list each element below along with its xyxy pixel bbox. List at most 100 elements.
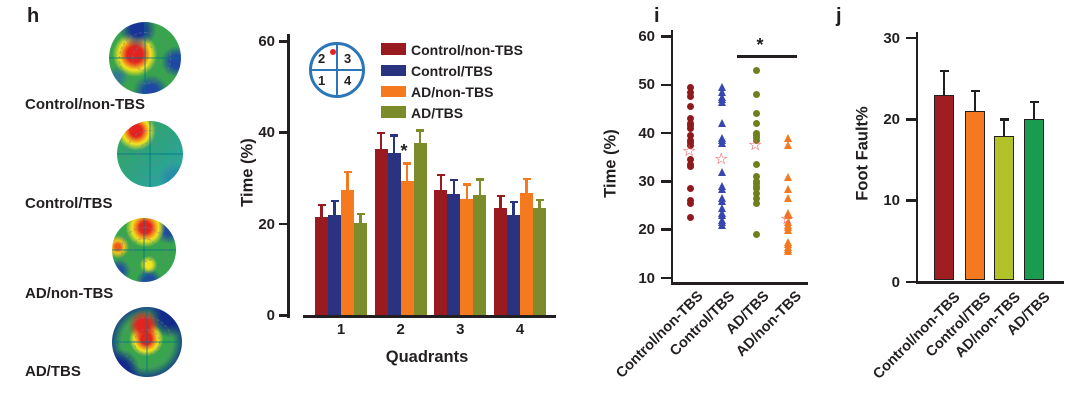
h-quadrant-inset: 2 3 1 4 — [309, 42, 365, 98]
h-x-tick-label: 4 — [515, 321, 525, 338]
error-bar-whisker — [499, 196, 502, 210]
heatmap-ring — [134, 329, 160, 355]
scatter-point-triangle — [717, 196, 726, 205]
scatter-point-circle — [686, 93, 694, 101]
bar-AD/non-TBS — [400, 180, 414, 316]
scatter-point-triangle — [783, 184, 792, 193]
bar-AD/non-TBS — [341, 189, 354, 316]
scatter-point-triangle — [783, 247, 792, 256]
scatter-point-circle — [752, 160, 760, 168]
error-bar-cap — [509, 201, 518, 204]
j-y-tick — [905, 280, 916, 284]
j-error-cap — [970, 89, 980, 93]
i-y-tick — [660, 276, 671, 280]
h-x-tick-label: 3 — [456, 321, 465, 338]
j-error-whisker — [942, 70, 946, 96]
i-y-axis — [670, 30, 673, 284]
j-error-cap — [1029, 100, 1039, 103]
heatmap-ring — [126, 130, 174, 178]
scatter-point-circle — [686, 103, 694, 111]
i-y-tick — [660, 83, 671, 87]
error-bar-cap — [317, 203, 326, 207]
h-y-tick — [279, 40, 287, 43]
legend-swatch — [381, 106, 406, 118]
mean-star-marker: ☆ — [780, 211, 795, 229]
mean-star-marker: ☆ — [682, 143, 697, 161]
scatter-point-circle — [686, 124, 694, 132]
error-bar-whisker — [525, 178, 528, 194]
scatter-point-triangle — [717, 167, 726, 176]
heatmap-AD/TBS — [112, 307, 182, 377]
bar-AD/TBS — [413, 143, 427, 316]
h-y-tick — [279, 314, 287, 317]
inset-quadrant-number: 1 — [318, 73, 326, 88]
j-y-tick-label: 10 — [883, 192, 900, 210]
heatmap-AD/non-TBS — [112, 218, 176, 282]
error-bar-whisker — [393, 135, 396, 155]
scatter-point-circle — [752, 136, 760, 144]
i-y-tick-label: 10 — [638, 269, 655, 287]
j-y-axis — [915, 32, 918, 284]
error-bar-whisker — [346, 172, 349, 191]
scatter-point-circle — [686, 156, 694, 164]
panel-letter-h: h — [27, 5, 40, 27]
heatmap-label: Control/TBS — [25, 195, 113, 212]
legend-label: AD/TBS — [411, 104, 464, 121]
bar-Control/non-TBS — [374, 148, 388, 316]
error-bar-whisker — [320, 204, 323, 219]
j-y-tick — [905, 36, 916, 40]
mean-star-marker: ☆ — [714, 150, 729, 168]
scatter-point-circle — [686, 199, 694, 207]
bar-Control/TBS — [328, 214, 341, 316]
bar-AD/non-TBS — [520, 193, 533, 316]
scatter-point-circle — [752, 231, 760, 239]
i-y-tick-label: 60 — [638, 28, 655, 45]
error-bar-whisker — [465, 184, 468, 200]
scatter-point-triangle — [783, 225, 792, 234]
error-bar-cap — [356, 213, 365, 216]
inset-quadrant-number: 3 — [344, 51, 352, 66]
bar-Control/TBS — [507, 214, 520, 316]
j-error-whisker — [1002, 119, 1006, 137]
heatmap-Control/TBS — [117, 121, 183, 187]
h-y-tick-label: 0 — [266, 307, 275, 324]
inset-cross-h — [312, 68, 362, 72]
scatter-point-triangle — [717, 220, 726, 229]
legend-swatch — [381, 43, 406, 55]
heatmap-label: AD/TBS — [25, 363, 81, 380]
bar-Control/TBS — [965, 111, 985, 281]
error-bar-cap — [522, 177, 531, 181]
h-y-tick — [279, 131, 287, 134]
error-bar-cap — [377, 132, 386, 135]
legend-swatch — [381, 85, 406, 98]
error-bar-cap — [496, 195, 505, 198]
i-y-axis-title: Time (%) — [601, 129, 620, 198]
j-y-tick-label: 30 — [883, 29, 900, 47]
scatter-point-triangle — [717, 83, 726, 92]
j-y-tick-label: 20 — [883, 110, 900, 128]
mean-star-marker: ☆ — [748, 137, 763, 155]
i-y-tick — [660, 35, 671, 38]
error-bar-cap — [330, 199, 339, 202]
scatter-point-circle — [752, 90, 760, 98]
error-bar-cap — [462, 183, 471, 186]
heatmap-ring — [132, 45, 158, 71]
scatter-point-circle — [686, 185, 694, 193]
bar-Control/non-TBS — [494, 208, 507, 316]
heatmap-label: Control/non-TBS — [25, 96, 145, 113]
h-x-tick-label: 2 — [396, 321, 405, 338]
h-y-tick-label: 60 — [258, 32, 275, 50]
heatmap-ring — [120, 226, 168, 274]
i-y-tick-label: 20 — [638, 221, 655, 239]
error-bar-cap — [436, 173, 445, 176]
j-y-tick — [905, 199, 916, 202]
h-y-tick — [279, 222, 287, 226]
legend-swatch — [381, 64, 406, 77]
inset-quadrant-number: 2 — [318, 51, 326, 66]
i-x-axis — [670, 282, 808, 285]
scatter-point-circle — [686, 88, 694, 96]
inset-platform-dot — [330, 49, 336, 55]
i-y-tick — [660, 131, 671, 135]
j-error-whisker — [973, 90, 977, 113]
